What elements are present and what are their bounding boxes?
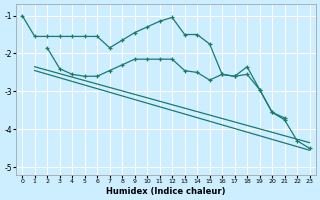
X-axis label: Humidex (Indice chaleur): Humidex (Indice chaleur) <box>106 187 226 196</box>
